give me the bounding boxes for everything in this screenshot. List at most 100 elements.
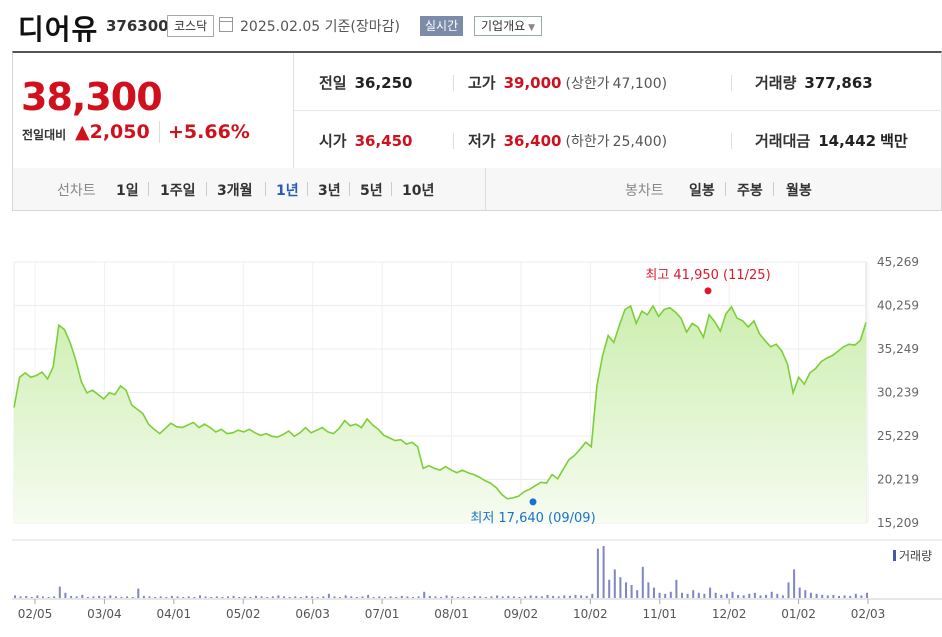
upper-limit-value: 47,100) — [612, 76, 668, 92]
tab-10y[interactable]: 10년 — [402, 183, 435, 199]
volume-bar — [849, 595, 852, 598]
x-tick-label: 04/01 — [157, 607, 192, 621]
volume-bar — [473, 595, 476, 598]
price-line — [13, 304, 867, 500]
volume-bar — [557, 596, 560, 598]
volume-bar — [249, 597, 252, 598]
volume-bar — [860, 595, 863, 598]
volume-bar — [613, 569, 616, 598]
volume-bar — [159, 596, 162, 598]
volume-bar — [686, 593, 689, 598]
volume-bar — [154, 597, 157, 598]
trade-value-unit: 백만 — [880, 132, 908, 150]
y-tick-label: 25,229 — [877, 429, 919, 443]
stock-header: 디어유 376300 코스닥 2025.02.05 기준(장마감) 실시간 기업… — [0, 0, 942, 52]
tab-5y[interactable]: 5년 — [360, 183, 383, 199]
max-price-marker — [704, 287, 712, 295]
volume-bar — [30, 597, 33, 598]
volume-bar — [47, 597, 50, 598]
volume-bar — [283, 596, 286, 598]
volume: 거래량 377,863 — [755, 72, 873, 93]
volume-bar — [70, 595, 73, 598]
volume-bar — [277, 595, 280, 598]
corp-info-dropdown[interactable]: 기업개요 ▼ — [474, 16, 543, 36]
price-chart[interactable]: 45,269 40,259 35,249 30,239 25,229 20,219 15,2… — [0, 240, 942, 637]
volume-bar — [826, 595, 829, 598]
x-tick-label: 06/03 — [295, 607, 330, 621]
volume-bar — [630, 585, 633, 598]
high-price: 고가 39,000 (상한가 47,100) — [468, 72, 667, 93]
volume-bar — [327, 593, 330, 598]
volume-bar — [355, 597, 358, 598]
y-tick-label: 40,259 — [877, 299, 919, 313]
volume-bar — [793, 569, 796, 598]
volume-bar — [389, 596, 392, 598]
tab-3m[interactable]: 3개월 — [217, 183, 253, 199]
volume-bar — [350, 596, 353, 598]
volume-bar — [423, 591, 426, 598]
volume-bar — [720, 594, 723, 598]
y-tick-label: 15,209 — [877, 516, 919, 530]
tab-divider — [349, 182, 350, 196]
prev-close-label: 전일 — [319, 74, 347, 92]
volume-bar — [81, 594, 84, 598]
volume-bar — [114, 596, 117, 598]
volume-bar — [462, 596, 465, 598]
volume-bar — [204, 596, 207, 598]
quote-panel: 38,300 전일대비 ▲2,050 +5.66% 전일 36,250 고가 39,… — [12, 51, 942, 169]
volume-bar — [400, 595, 403, 598]
tab-3y[interactable]: 3년 — [318, 183, 341, 199]
y-tick-label: 30,239 — [877, 386, 919, 400]
volume-bar — [647, 582, 650, 598]
tab-daily[interactable]: 일봉 — [689, 183, 715, 199]
volume-bar — [294, 596, 297, 598]
volume-bar — [271, 596, 274, 598]
volume-bar — [305, 595, 308, 598]
volume-bar — [428, 595, 431, 598]
trade-value-amount: 14,442 — [818, 132, 877, 150]
volume-bar — [636, 590, 639, 598]
volume-bar — [412, 597, 414, 598]
volume-bar — [64, 592, 67, 598]
tab-weekly[interactable]: 주봉 — [737, 183, 763, 199]
volume-bar — [681, 592, 683, 598]
tab-monthly[interactable]: 월봉 — [786, 183, 812, 199]
volume-bar — [580, 595, 583, 598]
x-tick-label: 08/01 — [434, 607, 469, 621]
open-value: 36,450 — [354, 132, 413, 150]
volume-bar — [843, 595, 846, 598]
volume-bar — [731, 591, 734, 598]
realtime-button[interactable]: 실시간 — [420, 16, 464, 36]
change-percent: +5.66% — [159, 121, 250, 143]
volume-bar — [440, 597, 442, 598]
low-price: 저가 36,400 (하한가 25,400) — [468, 130, 667, 151]
volume-bar — [468, 597, 470, 598]
volume-bar — [625, 582, 627, 598]
tab-1y[interactable]: 1년 — [276, 183, 299, 199]
volume-bar — [759, 595, 762, 598]
x-tick-label: 09/02 — [504, 607, 539, 621]
volume-bar — [585, 595, 588, 598]
volume-bar — [288, 597, 291, 598]
volume-bar — [19, 596, 22, 598]
volume-bar — [832, 594, 835, 598]
volume-bar — [456, 597, 459, 598]
tab-1d[interactable]: 1일 — [116, 183, 139, 199]
volume-label: 거래량 — [755, 74, 797, 92]
volume-bar — [383, 597, 386, 598]
tab-1w[interactable]: 1주일 — [160, 183, 196, 199]
volume-bar — [92, 596, 95, 598]
high-label: 고가 — [468, 74, 496, 92]
volume-bar — [199, 595, 201, 598]
volume-legend-swatch — [893, 550, 896, 561]
volume-bar — [406, 596, 409, 598]
volume-bar — [591, 593, 594, 598]
volume-bar — [540, 596, 543, 598]
stock-name: 디어유 — [18, 13, 99, 46]
volume-bar — [221, 597, 224, 598]
volume-bar — [653, 587, 655, 598]
x-tick-label: 02/03 — [851, 607, 886, 621]
volume-bar — [781, 595, 784, 598]
volume-bar — [170, 595, 173, 598]
volume-bar — [142, 595, 145, 598]
